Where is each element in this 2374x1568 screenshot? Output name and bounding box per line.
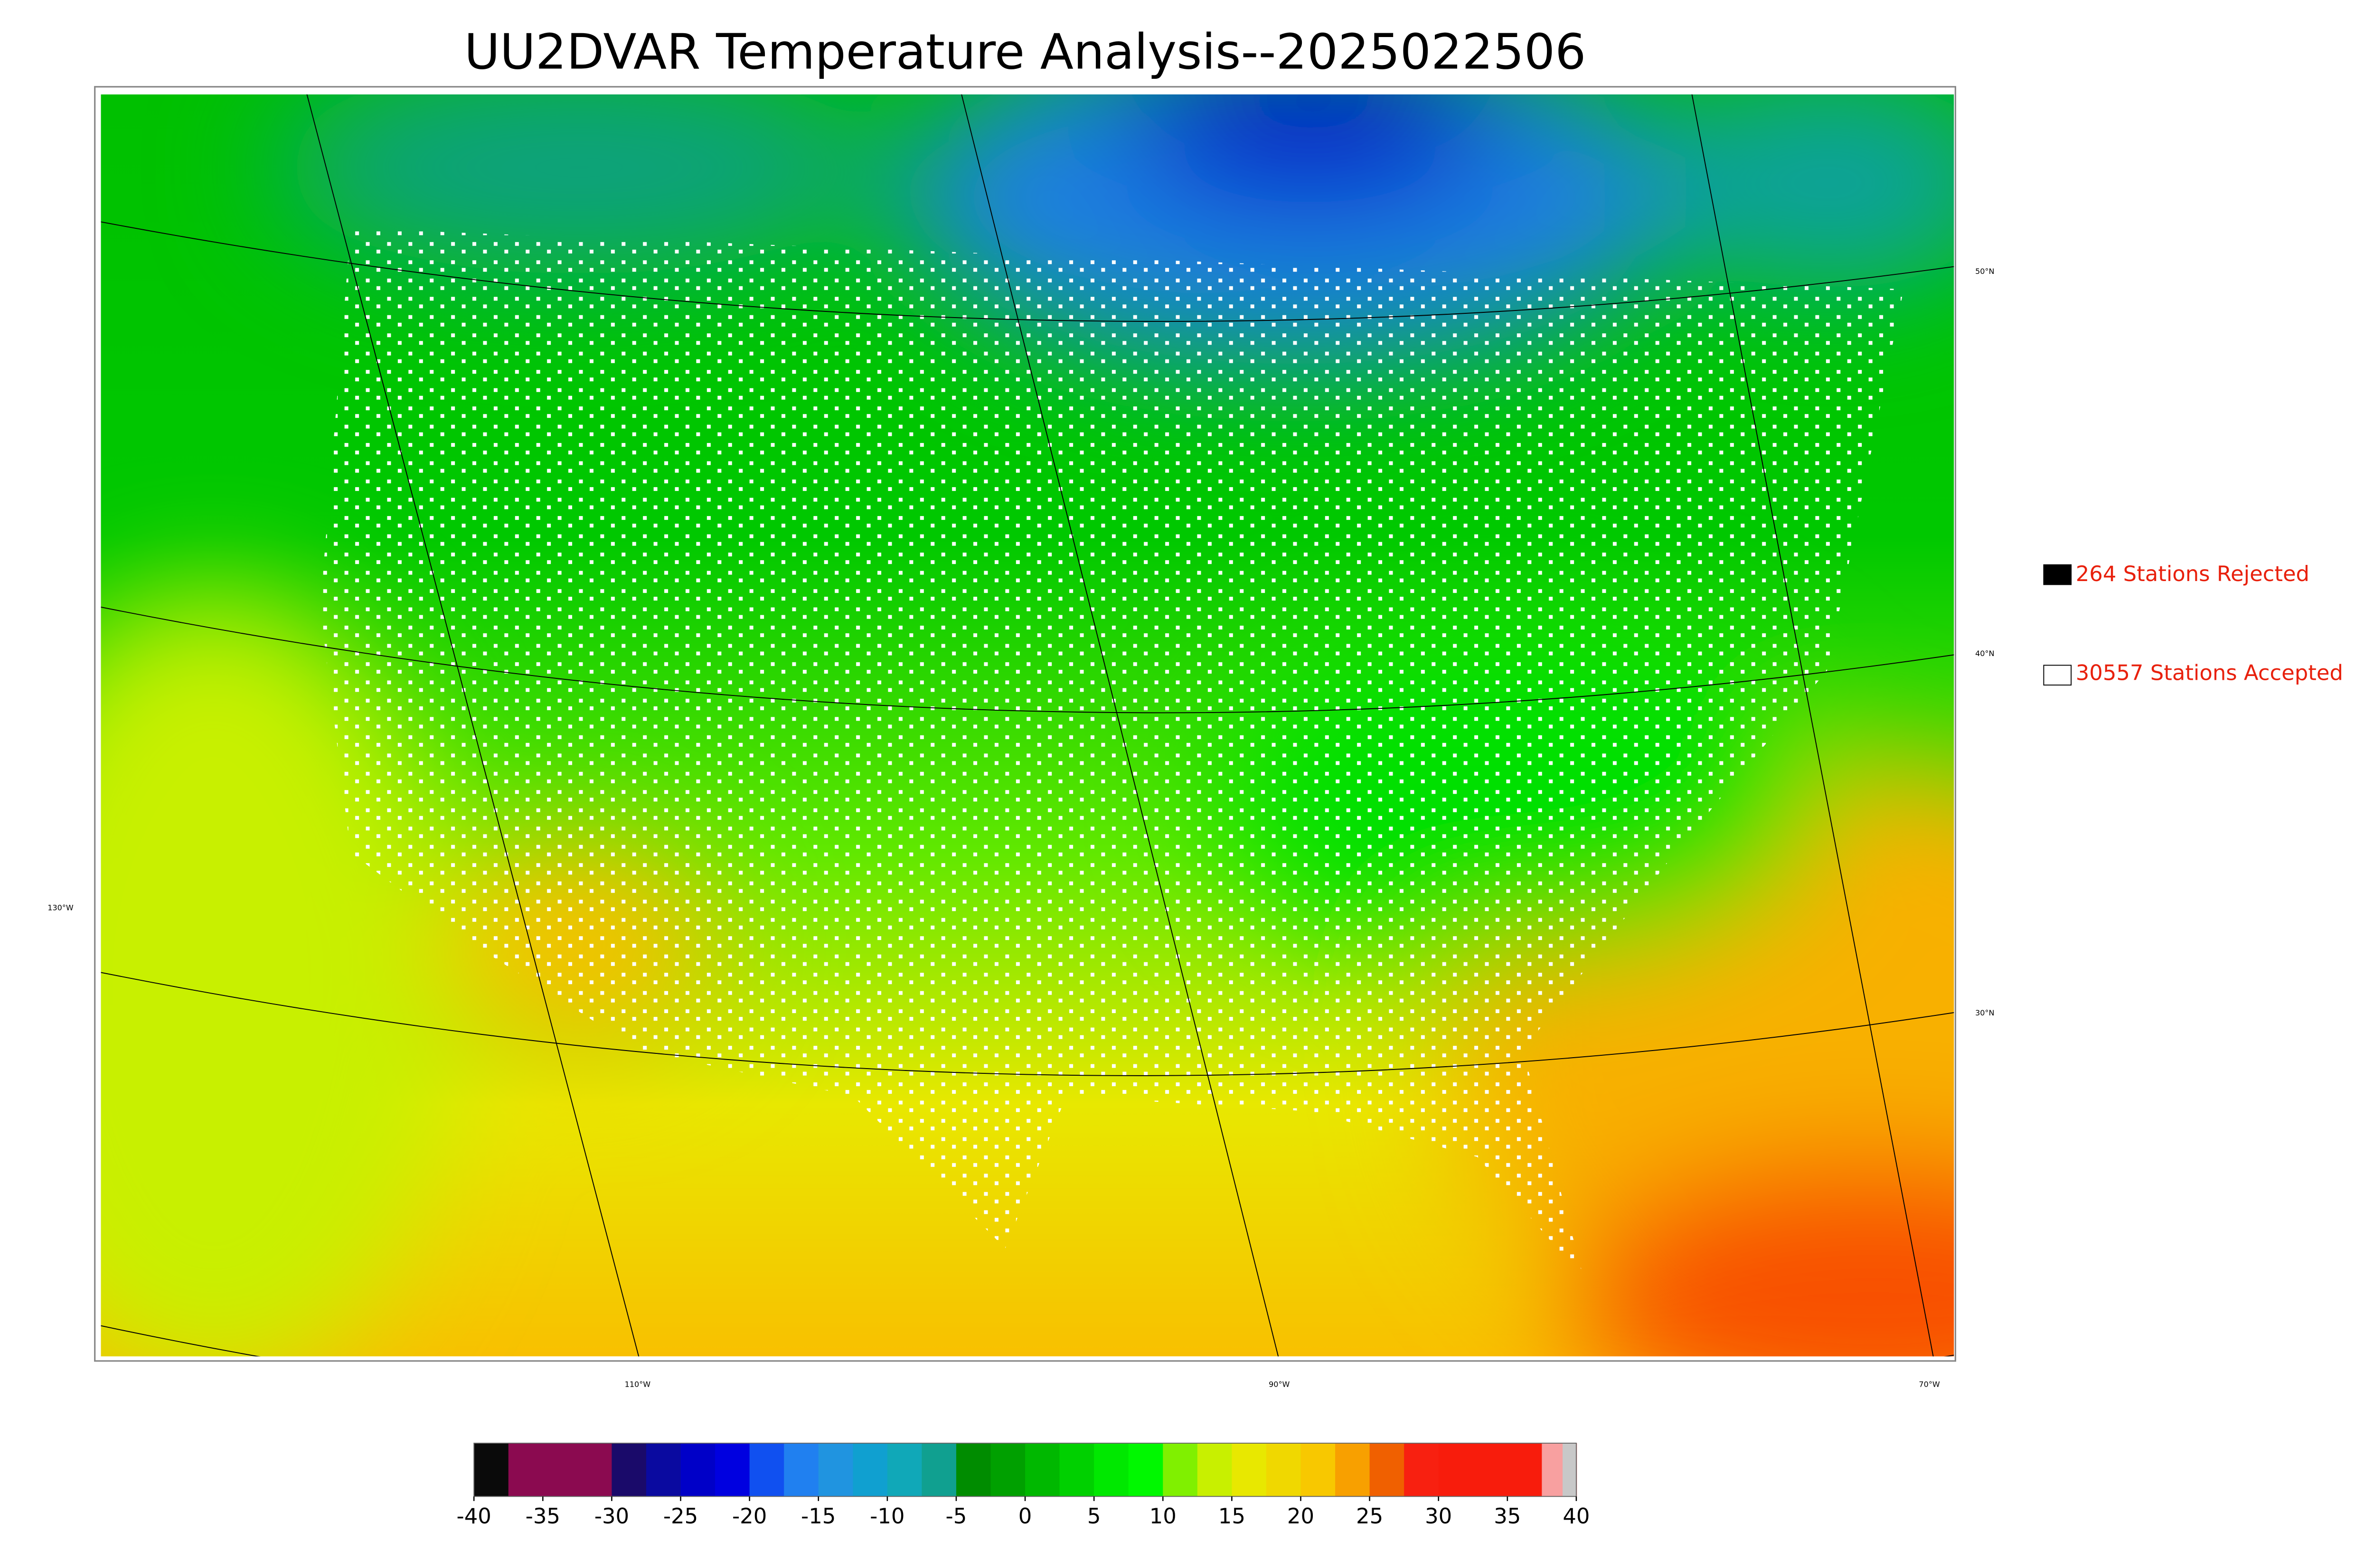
legend-swatch — [2043, 665, 2072, 686]
colorbar-segment — [715, 1443, 751, 1497]
legend-label: 30557 Stations Accepted — [2076, 660, 2343, 685]
colorbar-segment — [922, 1443, 957, 1497]
colorbar-segment — [646, 1443, 682, 1497]
colorbar-segment — [1128, 1443, 1164, 1497]
colorbar-end — [1563, 1443, 1576, 1497]
colorbar-tick-label: 0 — [1018, 1503, 1032, 1529]
colorbar-segment — [1232, 1443, 1267, 1497]
colorbar-tick-label: 25 — [1356, 1503, 1383, 1529]
graticule — [101, 94, 1954, 1357]
colorbar-tick-label: 5 — [1087, 1503, 1101, 1529]
colorbar-tick-label: 10 — [1149, 1503, 1177, 1529]
colorbar-segment — [1059, 1443, 1095, 1497]
colorbar-tick-label: 40 — [1563, 1503, 1590, 1529]
lat-label: 40°N — [1975, 649, 1994, 658]
colorbar-segment — [508, 1443, 544, 1497]
colorbar-segment — [612, 1443, 647, 1497]
colorbar-segment — [577, 1443, 613, 1497]
lat-label: 50°N — [1975, 267, 1994, 276]
colorbar-tick-label: 20 — [1287, 1503, 1314, 1529]
lon-label: 110°W — [625, 1380, 651, 1389]
colorbar-segment — [749, 1443, 785, 1497]
colorbar-tick-label: -25 — [663, 1503, 698, 1529]
colorbar-segment — [1473, 1443, 1508, 1497]
colorbar-tick-label: -35 — [526, 1503, 560, 1529]
lon-label: 90°W — [1269, 1380, 1290, 1389]
colorbar-segment — [1266, 1443, 1302, 1497]
legend-label: 264 Stations Rejected — [2076, 561, 2309, 586]
colorbar-segment — [956, 1443, 992, 1497]
colorbar-segment — [1335, 1443, 1371, 1497]
colorbar-segment — [543, 1443, 578, 1497]
colorbar-tick-label: 30 — [1425, 1503, 1452, 1529]
colorbar-segment — [1369, 1443, 1405, 1497]
colorbar-segment — [1094, 1443, 1130, 1497]
lat-label: 30°N — [1975, 1008, 1994, 1017]
colorbar-segment — [990, 1443, 1026, 1497]
colorbar-segment — [1197, 1443, 1233, 1497]
colorbar-tick-label: -5 — [946, 1503, 967, 1529]
colorbar-segment — [784, 1443, 820, 1497]
colorbar-segment — [1300, 1443, 1336, 1497]
lon-label: 70°W — [1919, 1380, 1940, 1389]
colorbar-segment — [1163, 1443, 1198, 1497]
map — [101, 94, 1954, 1357]
colorbar-segment — [680, 1443, 716, 1497]
colorbar-tick-label: -10 — [870, 1503, 904, 1529]
colorbar-tick-label: -15 — [801, 1503, 836, 1529]
colorbar-segment — [1507, 1443, 1543, 1497]
station-markers — [320, 228, 1904, 1279]
colorbar-segment — [853, 1443, 888, 1497]
map-frame — [94, 86, 1957, 1362]
colorbar-segment — [474, 1443, 509, 1497]
colorbar-segment — [887, 1443, 923, 1497]
colorbar-tick-label: 35 — [1494, 1503, 1521, 1529]
colorbar-tick-label: 15 — [1218, 1503, 1245, 1529]
colorbar-segment — [1025, 1443, 1061, 1497]
colorbar-tick-label: -30 — [594, 1503, 629, 1529]
colorbar: -40 -35 -30 -25 -20 -15 -10 -5 0 5 10 15 20 25 30 35 40 — [457, 1443, 1590, 1529]
colorbar-tick-label: -40 — [457, 1503, 491, 1529]
legend-swatch — [2043, 564, 2072, 585]
lon-label: 130°W — [47, 903, 74, 912]
colorbar-segment — [1404, 1443, 1440, 1497]
colorbar-segment — [1438, 1443, 1474, 1497]
colorbar-segment — [818, 1443, 854, 1497]
colorbar-tick-label: -20 — [732, 1503, 767, 1529]
title: UU2DVAR Temperature Analysis--2025022506 — [464, 24, 1586, 80]
